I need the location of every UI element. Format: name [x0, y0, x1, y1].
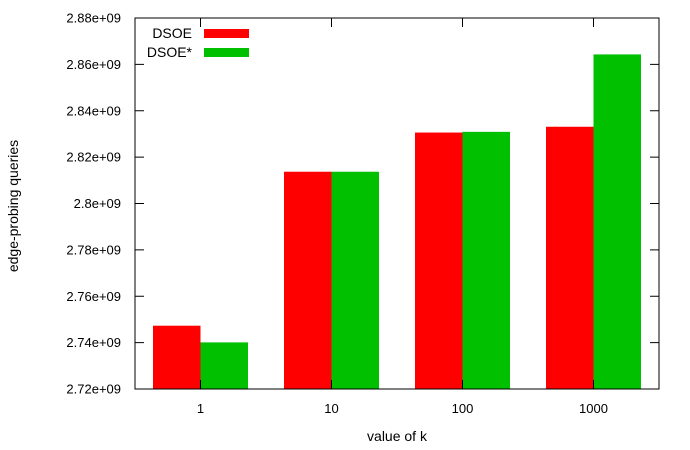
y-tick-label: 2.72e+09 [66, 382, 121, 397]
bar-dsoe-star-k-100 [462, 131, 510, 389]
bar-dsoe-k-100 [415, 132, 463, 389]
x-tick-label: 1000 [579, 401, 608, 416]
y-tick-label: 2.8e+09 [74, 196, 121, 211]
bar-dsoe-star-k-1 [200, 342, 248, 389]
y-tick-label: 2.74e+09 [66, 335, 121, 350]
bar-dsoe-k-10 [284, 171, 332, 389]
y-tick-label: 2.82e+09 [66, 150, 121, 165]
y-tick-label: 2.76e+09 [66, 289, 121, 304]
legend-swatch-dsoe [204, 29, 249, 38]
legend: DSOE DSOE* [147, 25, 249, 60]
y-tick-label: 2.78e+09 [66, 242, 121, 257]
bar-dsoe-star-k-10 [331, 171, 379, 389]
bars-group [153, 54, 641, 390]
x-tick-label: 10 [324, 401, 338, 416]
y-tick-label: 2.88e+09 [66, 11, 121, 26]
y-axis: 2.72e+09 2.74e+09 2.76e+09 2.78e+09 2.8e+09 2… [66, 11, 659, 397]
x-axis: 1 10 100 1000 [197, 18, 608, 416]
y-tick-label: 2.86e+09 [66, 57, 121, 72]
x-tick-label: 100 [452, 401, 474, 416]
bar-dsoe-k-1 [153, 325, 201, 389]
legend-swatch-dsoe-star [204, 48, 249, 57]
legend-label-dsoe: DSOE [152, 25, 192, 41]
y-axis-title: edge-probing queries [5, 140, 21, 272]
bar-dsoe-star-k-1000 [593, 54, 641, 390]
bar-dsoe-k-1000 [546, 126, 594, 389]
x-axis-title: value of k [367, 428, 428, 444]
legend-label-dsoe-star: DSOE* [147, 44, 193, 60]
y-tick-label: 2.84e+09 [66, 103, 121, 118]
x-tick-label: 1 [197, 401, 204, 416]
